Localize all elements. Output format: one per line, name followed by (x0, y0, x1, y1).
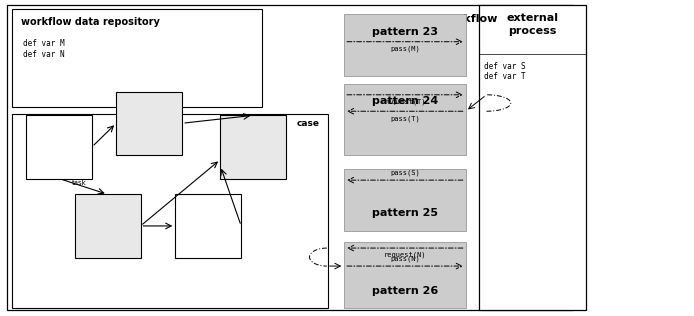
FancyBboxPatch shape (344, 14, 466, 76)
Text: request(T): request(T) (384, 99, 426, 105)
Text: B: B (144, 116, 155, 131)
Text: pattern 26: pattern 26 (372, 286, 438, 296)
FancyBboxPatch shape (344, 169, 466, 231)
Text: pass(N): pass(N) (390, 256, 420, 262)
Text: task: task (71, 180, 86, 186)
Text: pass(S): pass(S) (390, 170, 420, 176)
Text: workflow: workflow (441, 14, 498, 24)
FancyBboxPatch shape (344, 84, 466, 155)
Text: case: case (297, 119, 320, 128)
Text: request(N): request(N) (384, 252, 426, 258)
Text: E: E (203, 218, 213, 234)
Text: D: D (247, 139, 260, 155)
Text: pattern 24: pattern 24 (372, 96, 438, 106)
Text: pass(T): pass(T) (390, 115, 420, 122)
Text: workflow data repository: workflow data repository (21, 17, 160, 27)
FancyBboxPatch shape (7, 5, 573, 310)
FancyBboxPatch shape (479, 5, 586, 310)
Text: def var S
def var T: def var S def var T (484, 62, 526, 81)
Text: pass(M): pass(M) (390, 46, 420, 52)
FancyBboxPatch shape (12, 114, 328, 308)
FancyBboxPatch shape (344, 242, 466, 308)
Text: C: C (102, 218, 113, 234)
Text: def var M
def var N: def var M def var N (23, 40, 65, 59)
Text: pattern 25: pattern 25 (372, 208, 438, 218)
Text: pattern 23: pattern 23 (372, 27, 438, 37)
Text: external
process: external process (507, 13, 559, 36)
FancyBboxPatch shape (26, 115, 92, 179)
FancyBboxPatch shape (75, 194, 140, 258)
FancyBboxPatch shape (221, 115, 286, 179)
Text: A: A (53, 139, 65, 155)
FancyBboxPatch shape (175, 194, 242, 258)
FancyBboxPatch shape (116, 92, 182, 155)
FancyBboxPatch shape (12, 9, 262, 107)
